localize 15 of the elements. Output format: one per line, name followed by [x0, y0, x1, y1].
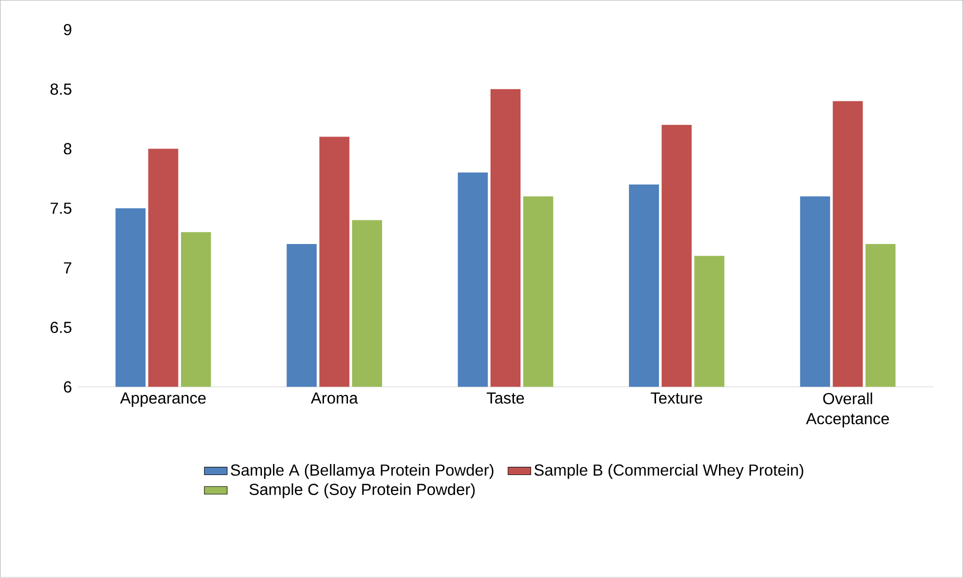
x-tick-label: Taste [486, 392, 524, 404]
y-tick-label: 6 [64, 381, 72, 393]
y-tick-label: 7.5 [50, 202, 72, 214]
y-tick-label: 8 [64, 143, 72, 155]
x-tick-label: Aroma [310, 392, 358, 404]
y-tick-label: 6.5 [50, 322, 72, 334]
legend-label: Sample C (Soy Protein Powder) [250, 483, 475, 498]
legend-label: Sample A (Bellamya Protein Powder) [230, 464, 494, 480]
y-tick-label: 7 [64, 262, 72, 274]
x-tick-label: Texture [650, 392, 702, 404]
legend-label: Sample B (Commercial Whey Protein) [534, 464, 804, 480]
x-tick-label: Appearance [120, 392, 206, 408]
x-tick-label: Overall Acceptance [806, 392, 889, 428]
y-tick-label: 8.5 [50, 84, 72, 95]
y-tick-label: 9 [64, 24, 72, 36]
